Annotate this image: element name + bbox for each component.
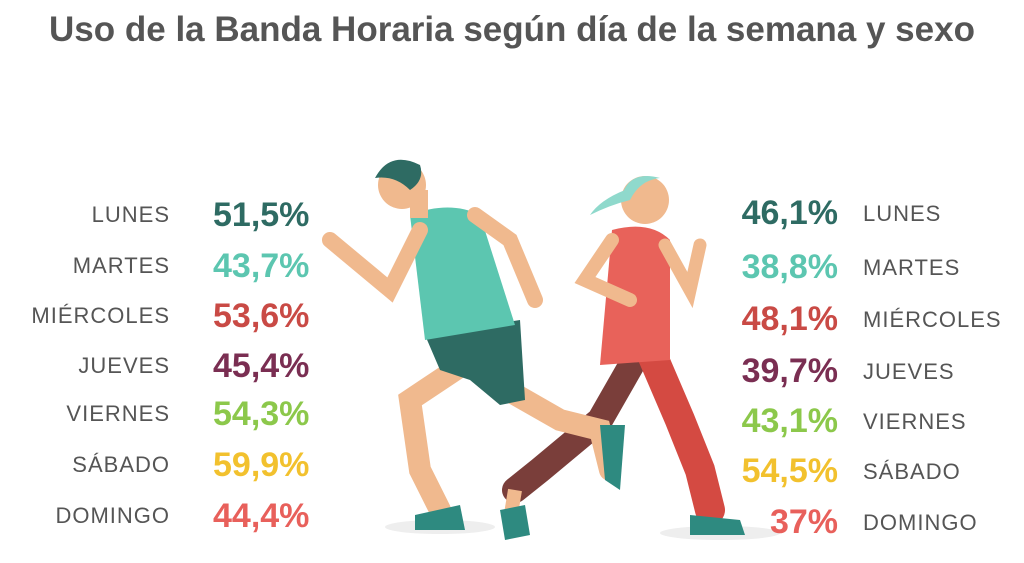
percent-value: 37% (769, 503, 838, 541)
percent-value: 39,7% (741, 352, 838, 390)
day-label: DOMINGO (863, 510, 978, 535)
percent-value: 54,3% (213, 395, 310, 433)
percent-value: 44,4% (213, 497, 310, 535)
day-label: LUNES (91, 202, 170, 227)
percent-value: 53,6% (213, 297, 310, 335)
day-label: MARTES (863, 255, 961, 280)
day-label: MARTES (72, 253, 170, 278)
percent-value: 48,1% (741, 300, 838, 338)
day-label: VIERNES (66, 401, 170, 426)
day-label: SÁBADO (863, 459, 961, 484)
percent-value: 45,4% (213, 347, 310, 385)
woman-runner (500, 176, 745, 540)
percent-value: 43,1% (741, 402, 838, 440)
day-label: LUNES (863, 201, 942, 226)
day-label: MIÉRCOLES (31, 303, 170, 328)
title: Uso de la Banda Horaria según día de la … (49, 10, 975, 49)
day-label: MIÉRCOLES (863, 307, 1002, 332)
percent-value: 59,9% (213, 446, 310, 484)
day-label: DOMINGO (55, 503, 170, 528)
percent-value: 46,1% (741, 194, 838, 232)
percent-value: 43,7% (213, 247, 310, 285)
day-label: JUEVES (78, 353, 170, 378)
day-label: SÁBADO (72, 452, 170, 477)
day-label: VIERNES (863, 409, 967, 434)
man-runner (322, 159, 625, 530)
percent-value: 38,8% (741, 248, 838, 286)
percent-value: 51,5% (213, 196, 310, 234)
percent-value: 54,5% (741, 452, 838, 490)
day-label: JUEVES (863, 359, 955, 384)
